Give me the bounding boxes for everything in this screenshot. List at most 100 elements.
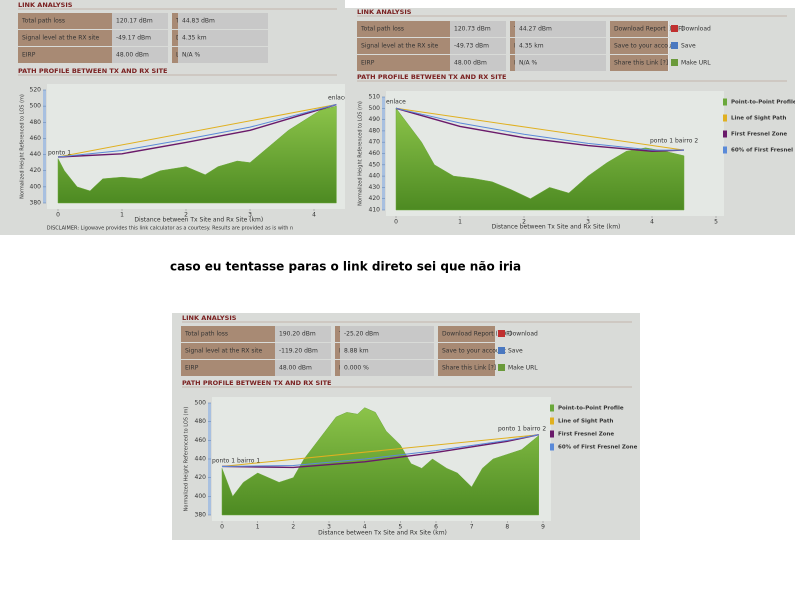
y-tick-label: 420: [195, 474, 207, 481]
legend-swatch: [723, 146, 727, 154]
x-tick-label: 2: [291, 524, 295, 531]
value: -49.73 dBm: [454, 43, 489, 50]
label-cell: [610, 55, 668, 71]
legend-swatch: [723, 114, 727, 122]
label-cell: [172, 47, 178, 63]
x-tick-label: 4: [312, 212, 316, 219]
y-axis-label: Normalized Height Referenced to LOS (m): [358, 101, 364, 206]
y-tick-label: 500: [195, 400, 207, 407]
y-tick-label: 520: [30, 87, 42, 94]
label-cell: [172, 30, 178, 46]
legend-label: Line of Sight Path: [558, 419, 614, 425]
line: [57, 104, 337, 158]
caption: caso eu tentasse paras o link direto sei…: [170, 260, 521, 274]
value-cell: [275, 360, 331, 376]
chart-title: PATH PROFILE BETWEEN TX AND RX SITE: [357, 73, 507, 81]
x-tick-label: 8: [505, 524, 509, 531]
value-cell: [112, 47, 168, 63]
value: 120.73 dBm: [454, 26, 491, 33]
icon: [498, 347, 505, 354]
label-cell: [335, 326, 340, 342]
label: Total path loss: [184, 331, 228, 338]
label-cell: [335, 343, 340, 359]
label: Total path loss: [360, 26, 404, 33]
value-cell: [112, 13, 168, 29]
terrain: [221, 407, 539, 516]
label: EIRP: [361, 60, 375, 67]
label-cell: [510, 55, 515, 71]
label-cell: [172, 13, 178, 29]
value: 4.35 km: [519, 43, 544, 50]
value-cell: [275, 326, 331, 342]
x-tick-label: 5: [398, 524, 402, 531]
value: -25.20 dBm: [344, 331, 379, 338]
x-tick-label: 7: [470, 524, 474, 531]
legend-swatch: [550, 404, 554, 412]
label-cell: [510, 38, 515, 54]
value: N/A %: [182, 52, 201, 59]
annotation: ponto 1: [48, 150, 71, 157]
label-cell: [181, 360, 275, 376]
y-tick-label: 480: [195, 418, 207, 425]
label-cell: [181, 343, 275, 359]
annotation: ponto 1 bairro 2: [650, 138, 698, 145]
legend-label: Point-to-Point Profile: [558, 406, 624, 412]
link[interactable]: Save: [681, 43, 696, 50]
value: N/A %: [519, 60, 538, 67]
legend-swatch: [550, 417, 554, 425]
y-tick-label: 420: [369, 195, 381, 202]
y-tick-label: 420: [30, 167, 42, 174]
x-tick-label: 0: [394, 219, 398, 226]
link[interactable]: Make URL: [681, 60, 711, 67]
label-cell: [510, 21, 515, 37]
label: Total path loss: [21, 18, 65, 25]
label: Save to your account: [614, 43, 679, 50]
label: Save to your account: [442, 348, 507, 355]
line: [221, 434, 539, 467]
legend-swatch: [723, 130, 727, 138]
icon: [498, 364, 505, 371]
legend-label: Line of Sight Path: [731, 116, 787, 122]
y-tick-label: 400: [30, 183, 42, 190]
link[interactable]: Download: [508, 331, 538, 338]
value-cell: [275, 343, 331, 359]
line: [395, 107, 685, 151]
section-header: LINK ANALYSIS: [357, 8, 412, 16]
value: 48.00 dBm: [279, 365, 312, 372]
x-tick-label: 9: [541, 524, 545, 531]
section-header: LINK ANALYSIS: [18, 1, 73, 9]
label: Download Report (PDF): [442, 331, 512, 338]
label-cell: [357, 38, 450, 54]
value-cell: [450, 55, 506, 71]
value-cell: [178, 47, 268, 63]
link[interactable]: Save: [508, 348, 523, 355]
value-cell: [178, 13, 268, 29]
legend-label: 60% of First Fresnel Zone: [731, 148, 795, 154]
y-tick-label: 500: [30, 103, 42, 110]
annotation: enlace: [328, 95, 348, 102]
y-tick-label: 440: [195, 456, 207, 463]
link[interactable]: Make URL: [508, 365, 538, 372]
y-axis-band: [43, 90, 46, 203]
line: [221, 434, 539, 467]
y-tick-label: 440: [30, 151, 42, 158]
x-tick-label: 3: [586, 219, 590, 226]
label-cell: [18, 47, 112, 63]
value-cell: [340, 326, 434, 342]
annotation: ponto 1 bairro 1: [212, 458, 260, 465]
section-header: LINK ANALYSIS: [182, 314, 237, 322]
label-cell: [438, 326, 495, 342]
label-cell: [357, 21, 450, 37]
y-tick-label: 380: [30, 200, 42, 207]
label: Share this Link [?]: [614, 60, 668, 67]
y-tick-label: 400: [195, 493, 207, 500]
y-tick-label: 460: [195, 437, 207, 444]
legend-label: 60% of First Fresnel Zone: [558, 445, 638, 451]
link[interactable]: Download: [681, 26, 711, 33]
x-tick-label: 1: [256, 524, 260, 531]
y-tick-label: 460: [30, 135, 42, 142]
terrain: [57, 105, 337, 204]
y-tick-label: 460: [369, 150, 381, 157]
x-axis-label: Distance between Tx Site and Rx Site (km…: [492, 224, 621, 231]
